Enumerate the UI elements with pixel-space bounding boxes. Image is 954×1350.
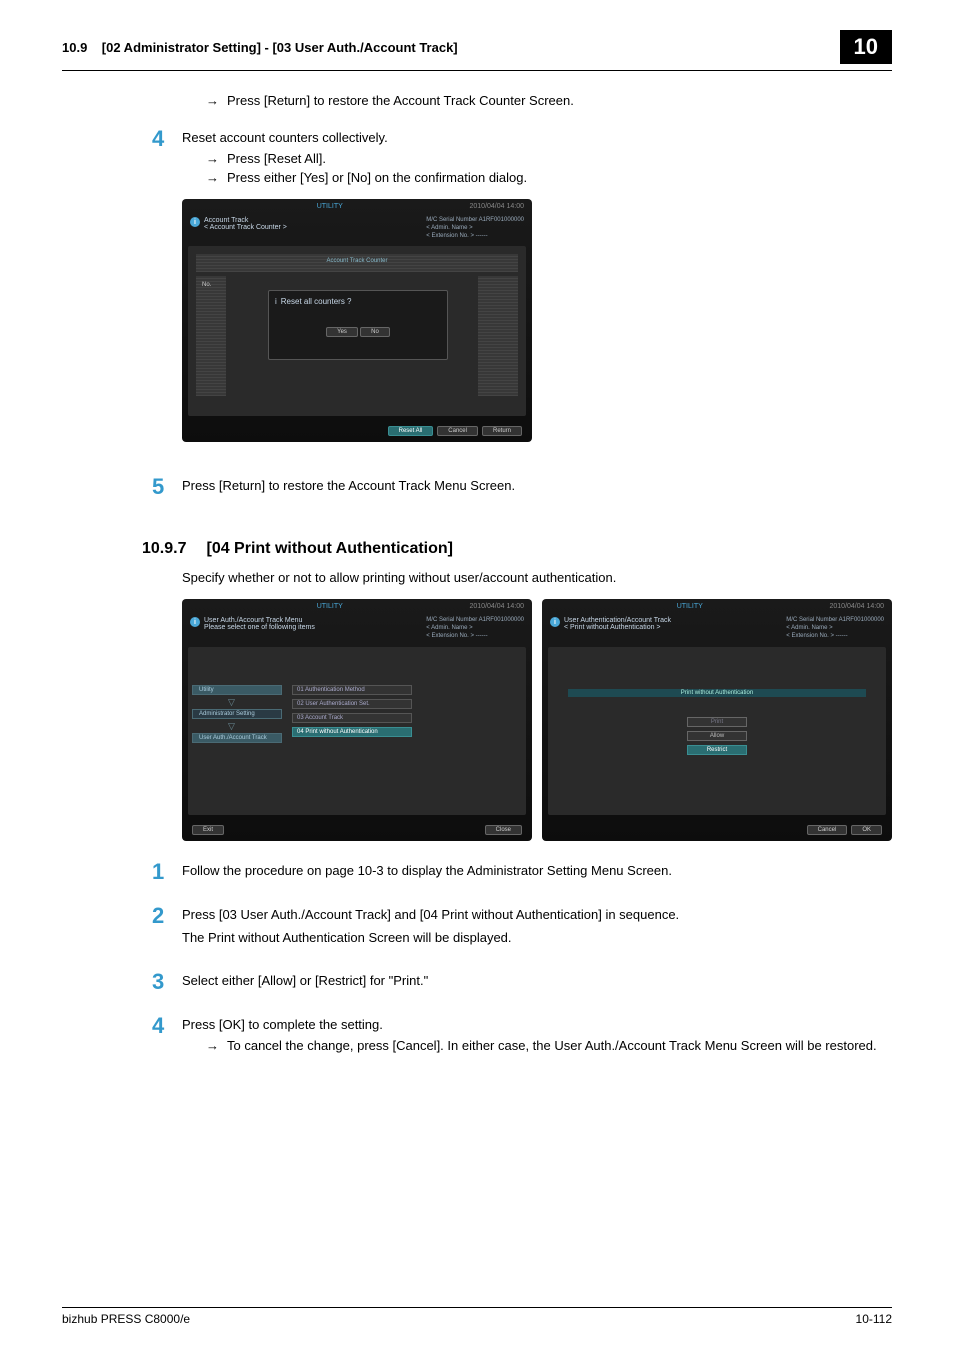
info-icon: i — [550, 617, 560, 627]
allow-button[interactable]: Allow — [687, 731, 747, 741]
sidebar-tab-admin[interactable]: Administrator Setting — [192, 709, 282, 719]
ext-label: < Extension No. > ------ — [786, 633, 884, 641]
footer-divider — [62, 1307, 892, 1308]
step-text: Press [OK] to complete the setting. — [182, 1017, 892, 1032]
no-button[interactable]: No — [360, 327, 390, 337]
breadcrumb: < Account Track Counter > — [204, 224, 287, 231]
arrow-icon: → — [206, 151, 219, 166]
header-section-title: [02 Administrator Setting] - [03 User Au… — [102, 40, 458, 55]
step-number: 2 — [152, 903, 182, 929]
serial-label: M/C Serial Number A1RF001000000 — [426, 617, 524, 625]
chevron-down-icon: ▽ — [228, 697, 235, 708]
info-icon: i — [190, 617, 200, 627]
menu-item[interactable]: 04 Print without Authentication — [292, 727, 412, 737]
step-number: 5 — [152, 474, 182, 500]
date-label: 2010/04/04 14:00 — [470, 203, 525, 210]
date-label: 2010/04/04 14:00 — [470, 603, 525, 610]
dialog-title: Reset all counters ? — [281, 297, 352, 306]
footer-right: 10-112 — [856, 1312, 892, 1326]
reset-all-button[interactable]: Reset All — [388, 426, 434, 436]
arrow-icon: → — [206, 93, 219, 108]
step-text: Select either [Allow] or [Restrict] for … — [182, 973, 892, 988]
menu-item[interactable]: 03 Account Track — [292, 713, 412, 723]
ext-label: < Extension No. > ------ — [426, 233, 524, 241]
step-number: 4 — [152, 126, 182, 152]
print-label: Print — [687, 717, 747, 727]
chevron-down-icon: ▽ — [228, 721, 235, 732]
info-icon: i — [190, 217, 200, 227]
cancel-button[interactable]: Cancel — [807, 825, 848, 835]
restrict-button[interactable]: Restrict — [687, 745, 747, 755]
sidebar-tab-utility[interactable]: Utility — [192, 685, 282, 695]
serial-label: M/C Serial Number A1RF001000000 — [786, 617, 884, 625]
page-header: 10.9 [02 Administrator Setting] - [03 Us… — [62, 40, 458, 55]
step-number: 3 — [152, 969, 182, 995]
serial-label: M/C Serial Number A1RF001000000 — [426, 217, 524, 225]
page-footer: bizhub PRESS C8000/e 10-112 — [62, 1307, 892, 1326]
chapter-badge: 10 — [840, 30, 892, 64]
step-text: Reset account counters collectively. — [182, 130, 892, 145]
breadcrumb: Please select one of following items — [204, 624, 315, 631]
date-label: 2010/04/04 14:00 — [830, 603, 885, 610]
return-button[interactable]: Return — [482, 426, 522, 436]
menu-item[interactable]: 02 User Authentication Set. — [292, 699, 412, 709]
step-number: 1 — [152, 859, 182, 885]
banner-label: Account Track Counter — [188, 258, 526, 264]
exit-button[interactable]: Exit — [192, 825, 224, 835]
section-title: [04 Print without Authentication] — [206, 540, 453, 558]
footer-left: bizhub PRESS C8000/e — [62, 1312, 190, 1326]
sidebar-tab-user[interactable]: User Auth./Account Track — [192, 733, 282, 743]
step-text: The Print without Authentication Screen … — [182, 930, 892, 945]
breadcrumb: User Auth./Account Track Menu — [204, 617, 315, 624]
info-icon: i — [275, 297, 277, 306]
step-number: 4 — [152, 1013, 182, 1039]
dual-screenshot-container: UTILITY 2010/04/04 14:00 i User Auth./Ac… — [182, 599, 892, 840]
admin-label: < Admin. Name > — [786, 625, 884, 633]
menu-item[interactable]: 01 Authentication Method — [292, 685, 412, 695]
breadcrumb: < Print without Authentication > — [564, 624, 671, 631]
breadcrumb: Account Track — [204, 217, 287, 224]
step-subtext: To cancel the change, press [Cancel]. In… — [227, 1038, 877, 1053]
ok-button[interactable]: OK — [851, 825, 882, 835]
header-divider — [62, 70, 892, 71]
option-header: Print without Authentication — [568, 689, 866, 697]
step-text: Follow the procedure on page 10-3 to dis… — [182, 863, 892, 878]
header-section-num: 10.9 — [62, 40, 87, 55]
utility-label: UTILITY — [317, 203, 343, 210]
step-subtext: Press either [Yes] or [No] on the confir… — [227, 170, 527, 185]
section-number: 10.9.7 — [142, 540, 186, 558]
screenshot-container: UTILITY 2010/04/04 14:00 i Account Track… — [182, 199, 892, 442]
row-label: No. — [202, 282, 211, 288]
admin-label: < Admin. Name > — [426, 225, 524, 233]
step-text: Press [03 User Auth./Account Track] and … — [182, 907, 892, 922]
instruction-text: Press [Return] to restore the Account Tr… — [227, 93, 574, 108]
cancel-button[interactable]: Cancel — [437, 426, 478, 436]
arrow-icon: → — [206, 1038, 219, 1053]
utility-label: UTILITY — [677, 603, 703, 610]
yes-button[interactable]: Yes — [326, 327, 358, 337]
step-text: Press [Return] to restore the Account Tr… — [182, 478, 892, 493]
admin-label: < Admin. Name > — [426, 625, 524, 633]
section-description: Specify whether or not to allow printing… — [182, 570, 892, 585]
close-button[interactable]: Close — [485, 825, 522, 835]
arrow-icon: → — [206, 170, 219, 185]
breadcrumb: User Authentication/Account Track — [564, 617, 671, 624]
utility-label: UTILITY — [317, 603, 343, 610]
step-subtext: Press [Reset All]. — [227, 151, 326, 166]
ext-label: < Extension No. > ------ — [426, 633, 524, 641]
